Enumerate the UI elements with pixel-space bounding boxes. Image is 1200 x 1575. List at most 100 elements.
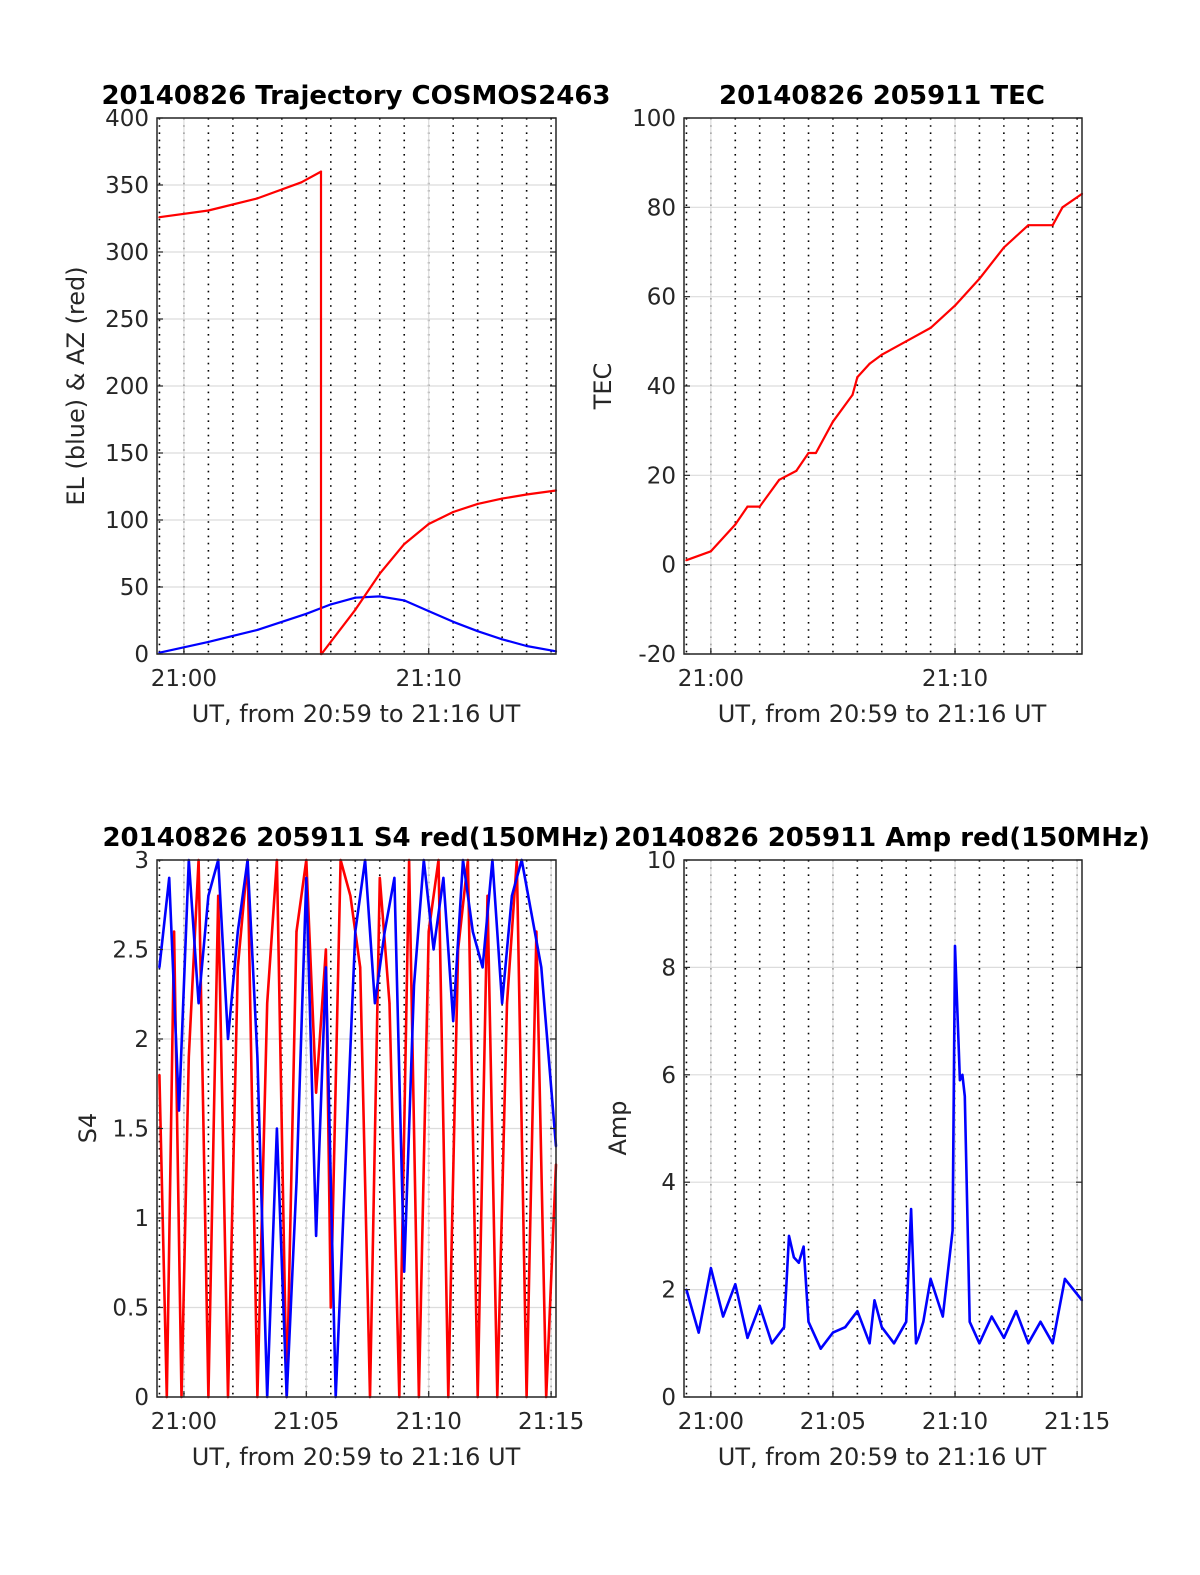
chart-title: 20140826 205911 S4 red(150MHz) <box>102 823 609 853</box>
data-point <box>880 353 883 356</box>
data-point <box>851 393 854 396</box>
data-point <box>305 612 308 615</box>
y-axis-ticks: 0 0.5 1 1.5 2 2.5 3 <box>112 848 556 1411</box>
data-point <box>905 340 908 343</box>
x-axis-ticks: 21:00 21:10 <box>151 648 462 692</box>
data-point <box>300 181 303 184</box>
data-point <box>795 469 798 472</box>
data-point <box>978 277 981 280</box>
data-point <box>403 1270 406 1273</box>
data-point <box>388 1002 391 1005</box>
y-tick-label: 50 <box>120 575 149 601</box>
data-point <box>226 1037 230 1041</box>
data-point <box>929 1277 932 1280</box>
grid <box>684 117 1082 655</box>
data-point <box>685 559 688 562</box>
y-axis-ticks: -20 0 20 40 60 80 100 <box>632 106 1082 668</box>
data-point <box>349 894 352 897</box>
data-point <box>1027 224 1030 227</box>
data-point <box>1015 1310 1018 1313</box>
data-point <box>256 197 259 200</box>
data-point <box>802 1245 805 1248</box>
x-tick-label: 21:05 <box>800 1409 866 1435</box>
series-line-tec <box>686 192 1083 562</box>
data-point <box>1051 224 1054 227</box>
data-point <box>158 966 161 969</box>
data-point <box>787 1234 791 1237</box>
data-point <box>746 505 749 508</box>
y-tick-label: 200 <box>105 374 149 400</box>
data-point <box>505 1002 509 1005</box>
y-tick-label: 10 <box>647 848 676 874</box>
data-point <box>324 948 327 951</box>
data-point <box>709 550 713 553</box>
y-tick-label: 100 <box>105 508 149 534</box>
data-point <box>758 1304 761 1307</box>
y-tick-label: 0 <box>134 642 149 668</box>
data-point <box>958 1079 962 1082</box>
data-point <box>378 595 381 598</box>
x-axis-ticks: 21:00 21:10 <box>678 648 988 692</box>
y-axis-label: EL (blue) & AZ (red) <box>62 266 90 505</box>
data-point <box>452 620 455 623</box>
data-point <box>783 1326 786 1329</box>
data-point <box>481 966 484 969</box>
data-point <box>305 876 308 880</box>
x-axis-label: UT, from 20:59 to 21:16 UT <box>718 1443 1047 1471</box>
data-point <box>319 170 323 173</box>
data-point <box>187 1055 190 1058</box>
series-group <box>685 944 1084 1350</box>
x-axis-ticks: 21:00 21:05 21:10 21:15 <box>151 1391 584 1435</box>
data-point <box>792 1256 796 1259</box>
y-tick-label: 0.5 <box>112 1296 149 1322</box>
data-point <box>471 930 474 933</box>
y-tick-label: 400 <box>105 106 149 132</box>
data-point <box>295 1181 298 1184</box>
data-point <box>217 894 220 897</box>
data-point <box>905 1320 908 1323</box>
x-tick-label: 21:10 <box>396 1409 462 1435</box>
data-point <box>530 912 533 915</box>
y-tick-label: 0 <box>134 1385 149 1411</box>
data-point <box>540 966 543 969</box>
chart-title: 20140826 Trajectory COSMOS2463 <box>101 81 610 111</box>
y-tick-label: 20 <box>647 463 676 489</box>
y-axis-ticks: 0 2 4 6 8 10 <box>647 848 1082 1411</box>
data-point <box>476 630 479 633</box>
data-point <box>275 1127 278 1130</box>
y-tick-label: 100 <box>632 106 676 132</box>
data-point <box>403 599 406 602</box>
data-point <box>734 523 737 526</box>
data-point <box>941 1315 944 1318</box>
data-point <box>344 1163 347 1166</box>
series-group <box>685 192 1084 562</box>
y-tick-label: 80 <box>647 195 676 221</box>
x-tick-label: 21:00 <box>678 1409 744 1435</box>
data-point <box>427 522 430 526</box>
data-point <box>412 984 416 987</box>
x-axis-label: UT, from 20:59 to 21:16 UT <box>718 700 1047 728</box>
data-point <box>961 1073 964 1076</box>
data-point <box>929 326 932 329</box>
data-point <box>452 1020 455 1023</box>
y-tick-label: 60 <box>647 285 676 311</box>
y-tick-label: 250 <box>105 307 149 333</box>
data-point <box>315 1091 318 1094</box>
y-tick-label: 0 <box>661 1385 676 1411</box>
x-tick-label: 21:10 <box>396 666 462 692</box>
data-point <box>510 894 513 897</box>
y-tick-label: 2 <box>661 1278 676 1304</box>
series-line-az <box>159 170 557 656</box>
data-point <box>501 497 504 500</box>
data-point <box>722 1315 725 1318</box>
panel-amp: 0 2 4 6 8 10 21:00 21:05 21:10 21:15 20140826 20… <box>604 823 1150 1471</box>
data-point <box>1039 1320 1042 1323</box>
data-point <box>315 1234 318 1237</box>
y-tick-label: 350 <box>105 173 149 199</box>
data-point <box>1061 206 1064 209</box>
data-point <box>990 1315 993 1318</box>
panel-trajectory: 20140826 Trajectory COSMOS2463 0 50 100 150… <box>62 81 611 728</box>
data-point <box>807 1320 810 1323</box>
data-point <box>951 1229 954 1232</box>
data-point <box>873 1299 876 1302</box>
